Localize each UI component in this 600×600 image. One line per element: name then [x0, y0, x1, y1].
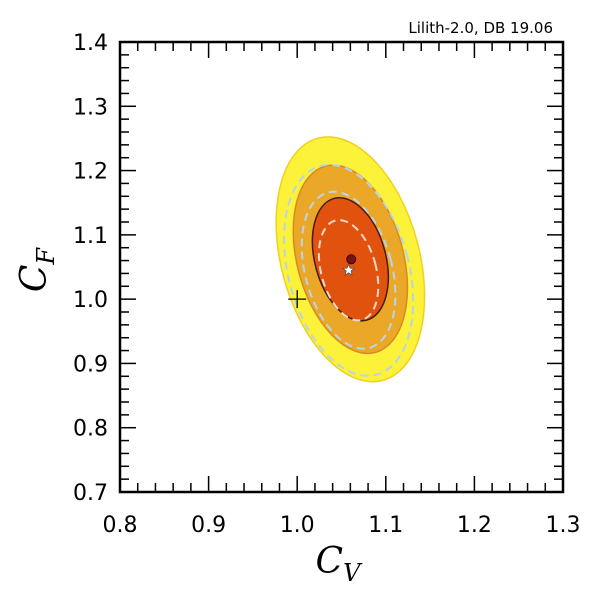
y-tick-label: 0.7 [73, 481, 108, 506]
y-axis-label: CF [14, 247, 60, 293]
star-point [341, 263, 356, 276]
x-tick-label: 1.1 [368, 513, 403, 538]
x-tick-label: 1.2 [457, 513, 492, 538]
x-tick-label: 1.0 [280, 513, 315, 538]
dashed-contours [283, 163, 415, 377]
dashed-contour-2 [300, 190, 397, 350]
y-tick-label: 0.9 [73, 352, 108, 377]
y-tick-label: 1.4 [73, 31, 108, 56]
chart-annotation: Lilith-2.0, DB 19.06 [408, 19, 553, 37]
axis-ticks [119, 41, 564, 493]
x-axis-label: CV [316, 541, 364, 587]
tick-labels: 0.8 0.9 1.0 1.1 1.2 1.3 0.7 0.8 0.9 1.0 1.1 1.2 1.3 1… [73, 31, 581, 538]
y-tick-label: 1.1 [73, 224, 108, 249]
y-tick-label: 1.3 [73, 95, 108, 120]
x-tick-label: 0.8 [103, 513, 138, 538]
dashed-contour-3 [317, 219, 380, 322]
markers [288, 254, 357, 309]
x-tick-label: 1.3 [546, 513, 581, 538]
y-tick-label: 1.0 [73, 288, 108, 313]
y-tick-label: 0.8 [73, 417, 108, 442]
x-tick-label: 0.9 [191, 513, 226, 538]
y-tick-label: 1.2 [73, 160, 108, 185]
best-fit-point [346, 254, 357, 265]
dashed-contour-1 [283, 163, 415, 377]
plot-frame [118, 40, 565, 494]
